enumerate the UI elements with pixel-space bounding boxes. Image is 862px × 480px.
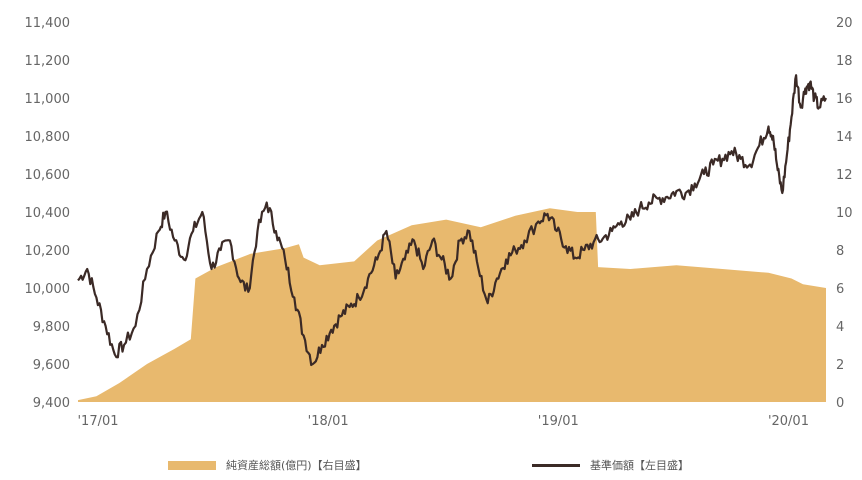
left-tick-label: 10,600 [25,168,71,183]
net-assets-area [78,208,826,402]
right-tick-label: 6 [836,282,844,297]
legend-item-net-assets: 純資産総額(億円)【右目盛】 [168,457,367,473]
x-tick-label: '17/01 [77,414,118,429]
left-tick-label: 10,800 [25,130,71,145]
right-tick-label: 20 [836,16,853,31]
legend-label-net-assets: 純資産総額(億円)【右目盛】 [226,459,367,472]
legend: 純資産総額(億円)【右目盛】 基準価額【左目盛】 [0,457,862,477]
x-tick-label: '19/01 [538,414,579,429]
right-tick-label: 4 [836,320,844,335]
right-tick-label: 10 [836,206,853,221]
left-tick-label: 10,000 [25,282,71,297]
right-axis: 0 2 4 6 8 10 12 14 16 18 20 [836,16,853,411]
legend-item-nav: 基準価額【左目盛】 [532,457,689,473]
right-tick-label: 2 [836,358,844,373]
right-tick-label: 14 [836,130,853,145]
legend-swatch-area [168,460,216,470]
left-axis: 9,400 9,600 9,800 10,000 10,200 10,400 10,600 1… [25,16,71,411]
left-tick-label: 9,800 [33,320,70,335]
net-assets-area-layer [78,208,826,402]
nav-line [77,74,828,367]
right-tick-label: 0 [836,396,844,411]
left-tick-label: 11,400 [25,16,71,31]
right-tick-label: 16 [836,92,853,107]
left-tick-label: 10,400 [25,206,71,221]
nav-line-layer [77,74,828,367]
x-tick-label: '20/01 [768,414,809,429]
left-tick-label: 9,400 [33,396,70,411]
x-axis: '17/01 '18/01 '19/01 '20/01 [77,414,809,429]
left-tick-label: 9,600 [33,358,70,373]
left-tick-label: 11,000 [25,92,71,107]
left-tick-label: 11,200 [25,54,71,69]
right-tick-label: 8 [836,244,844,259]
right-tick-label: 12 [836,168,853,183]
left-tick-label: 10,200 [25,244,71,259]
x-tick-label: '18/01 [308,414,349,429]
right-tick-label: 18 [836,54,853,69]
legend-label-nav: 基準価額【左目盛】 [590,459,689,472]
legend-swatch-line [532,463,580,467]
